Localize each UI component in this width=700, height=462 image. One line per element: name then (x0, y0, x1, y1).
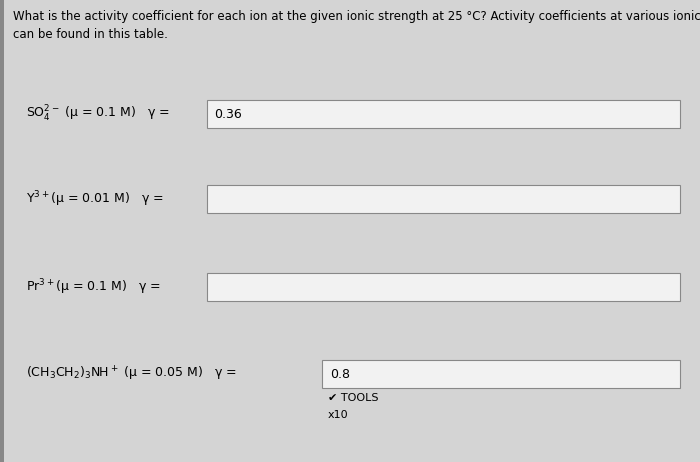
Bar (322, 360, 680, 388)
Text: 0.36: 0.36 (214, 108, 242, 121)
Text: Pr$^{3+}$(μ = 0.1 M)   γ =: Pr$^{3+}$(μ = 0.1 M) γ = (25, 277, 160, 297)
Text: What is the activity coefficient for each ion at the given ionic strength at 25 : What is the activity coefficient for eac… (13, 10, 700, 23)
Bar (0, 0, 4, 462)
Bar (206, 100, 680, 128)
Text: SO$_4^{2-}$ (μ = 0.1 M)   γ =: SO$_4^{2-}$ (μ = 0.1 M) γ = (25, 104, 169, 124)
Text: (CH$_3$CH$_2$)$_3$NH$^+$ (μ = 0.05 M)   γ =: (CH$_3$CH$_2$)$_3$NH$^+$ (μ = 0.05 M) γ … (25, 365, 237, 383)
Text: Y$^{3+}$(μ = 0.01 M)   γ =: Y$^{3+}$(μ = 0.01 M) γ = (25, 189, 163, 209)
Bar (206, 273, 680, 301)
Bar (206, 185, 680, 213)
Text: x10: x10 (328, 410, 348, 420)
Text: 0.8: 0.8 (330, 367, 350, 381)
Text: can be found in this table.: can be found in this table. (13, 28, 168, 41)
Text: ✔ TOOLS: ✔ TOOLS (328, 393, 378, 403)
